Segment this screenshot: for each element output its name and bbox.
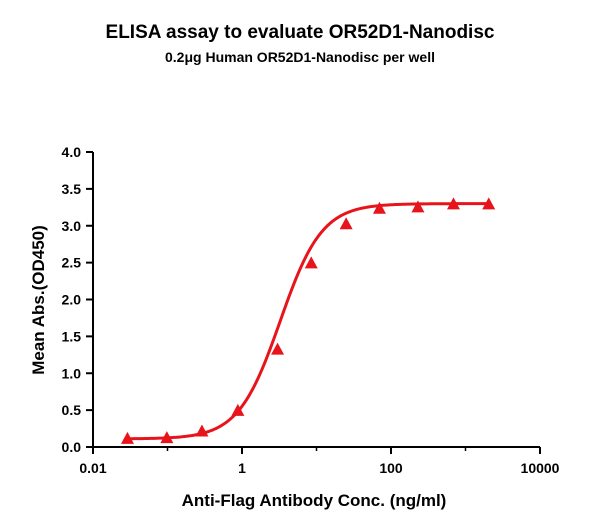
- data-point-marker: [160, 431, 174, 444]
- data-point-marker: [231, 403, 245, 416]
- x-tick-label: 10000: [521, 460, 560, 476]
- data-point-marker: [120, 431, 134, 444]
- y-tick-label: 0.0: [62, 439, 82, 455]
- data-point-marker: [372, 201, 386, 214]
- data-point-marker: [482, 197, 496, 210]
- y-tick-label: 1.0: [62, 365, 82, 381]
- data-point-marker: [411, 200, 425, 213]
- y-tick-label: 2.0: [62, 292, 82, 308]
- data-point-marker: [271, 342, 285, 355]
- data-markers: [120, 197, 496, 444]
- x-axis-title: Anti-Flag Antibody Conc. (ng/ml): [182, 491, 447, 510]
- chart-subtitle: 0.2μg Human OR52D1-Nanodisc per well: [165, 49, 435, 65]
- y-tick-label: 3.0: [62, 218, 82, 234]
- axes: 0.0 0.5 1.0 1.5 2.0 2.5 3.0 3.5 4.0 0.01 1 100 10000: [62, 144, 560, 476]
- fit-curve: [127, 202, 489, 441]
- x-tick-label: 0.01: [79, 460, 106, 476]
- x-tick-label: 100: [379, 460, 403, 476]
- y-tick-label: 2.5: [62, 255, 82, 271]
- y-tick-label: 1.5: [62, 328, 82, 344]
- chart-title: ELISA assay to evaluate OR52D1-Nanodisc: [105, 22, 495, 43]
- data-point-marker: [446, 197, 460, 210]
- y-tick-label: 4.0: [62, 144, 82, 160]
- data-point-marker: [195, 424, 209, 437]
- fit-curve-layer: [127, 202, 489, 441]
- data-point-marker: [304, 256, 318, 269]
- y-tick-label: 3.5: [62, 181, 82, 197]
- data-point-marker: [339, 217, 353, 230]
- x-tick-label: 1: [238, 460, 246, 476]
- y-axis-title: Mean Abs.(OD450): [29, 225, 48, 375]
- y-tick-label: 0.5: [62, 402, 82, 418]
